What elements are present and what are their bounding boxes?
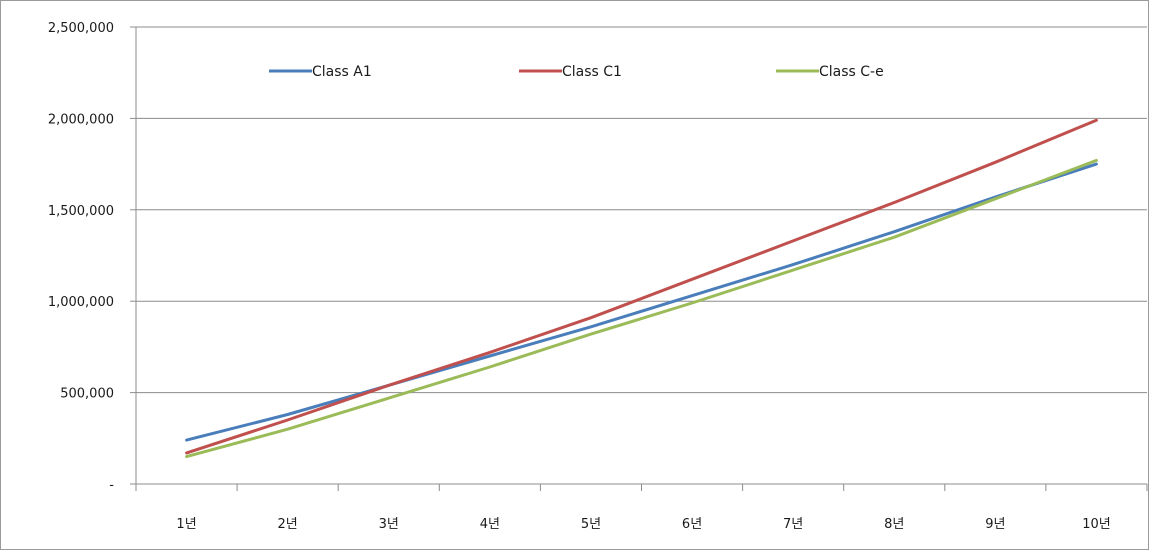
y-tick-label: 500,000	[60, 387, 114, 402]
legend-label: Class A1	[312, 64, 372, 80]
x-tick-label: 8년	[884, 517, 904, 532]
legend-label: Class C1	[562, 64, 622, 80]
y-tick-label: 1,000,000	[48, 295, 114, 310]
series-line-2	[185, 158, 1098, 459]
y-tick-label: 2,500,000	[48, 21, 114, 36]
y-tick-labels: - 500,000 1,000,000 1,500,000 2,000,000 2,500…	[48, 21, 114, 493]
x-tick-label: 4년	[480, 517, 500, 532]
x-tick-label: 5년	[581, 517, 601, 532]
series-line-0	[185, 162, 1098, 442]
x-tick-label: 6년	[682, 517, 702, 532]
legend-label: Class C-e	[819, 64, 884, 80]
axes	[130, 26, 1148, 491]
gridlines	[136, 26, 1147, 394]
y-tick-label: 1,500,000	[48, 204, 114, 219]
x-tick-label: 3년	[379, 517, 399, 532]
x-tick-label: 7년	[783, 517, 803, 532]
x-tick-label: 2년	[278, 517, 298, 532]
x-tick-labels: 1년 2년 3년 4년 5년 6년 7년 8년 9년 10년	[176, 517, 1110, 532]
x-tick-label: 9년	[985, 517, 1005, 532]
y-tick-label: 2,000,000	[48, 112, 114, 127]
x-tick-label: 10년	[1082, 517, 1111, 532]
legend: Class A1 Class C1 Class C-e	[269, 64, 884, 80]
y-tick-label: -	[109, 478, 114, 493]
x-tick-label: 1년	[176, 517, 196, 532]
series-lines	[185, 118, 1098, 459]
series-line-1	[185, 118, 1098, 455]
